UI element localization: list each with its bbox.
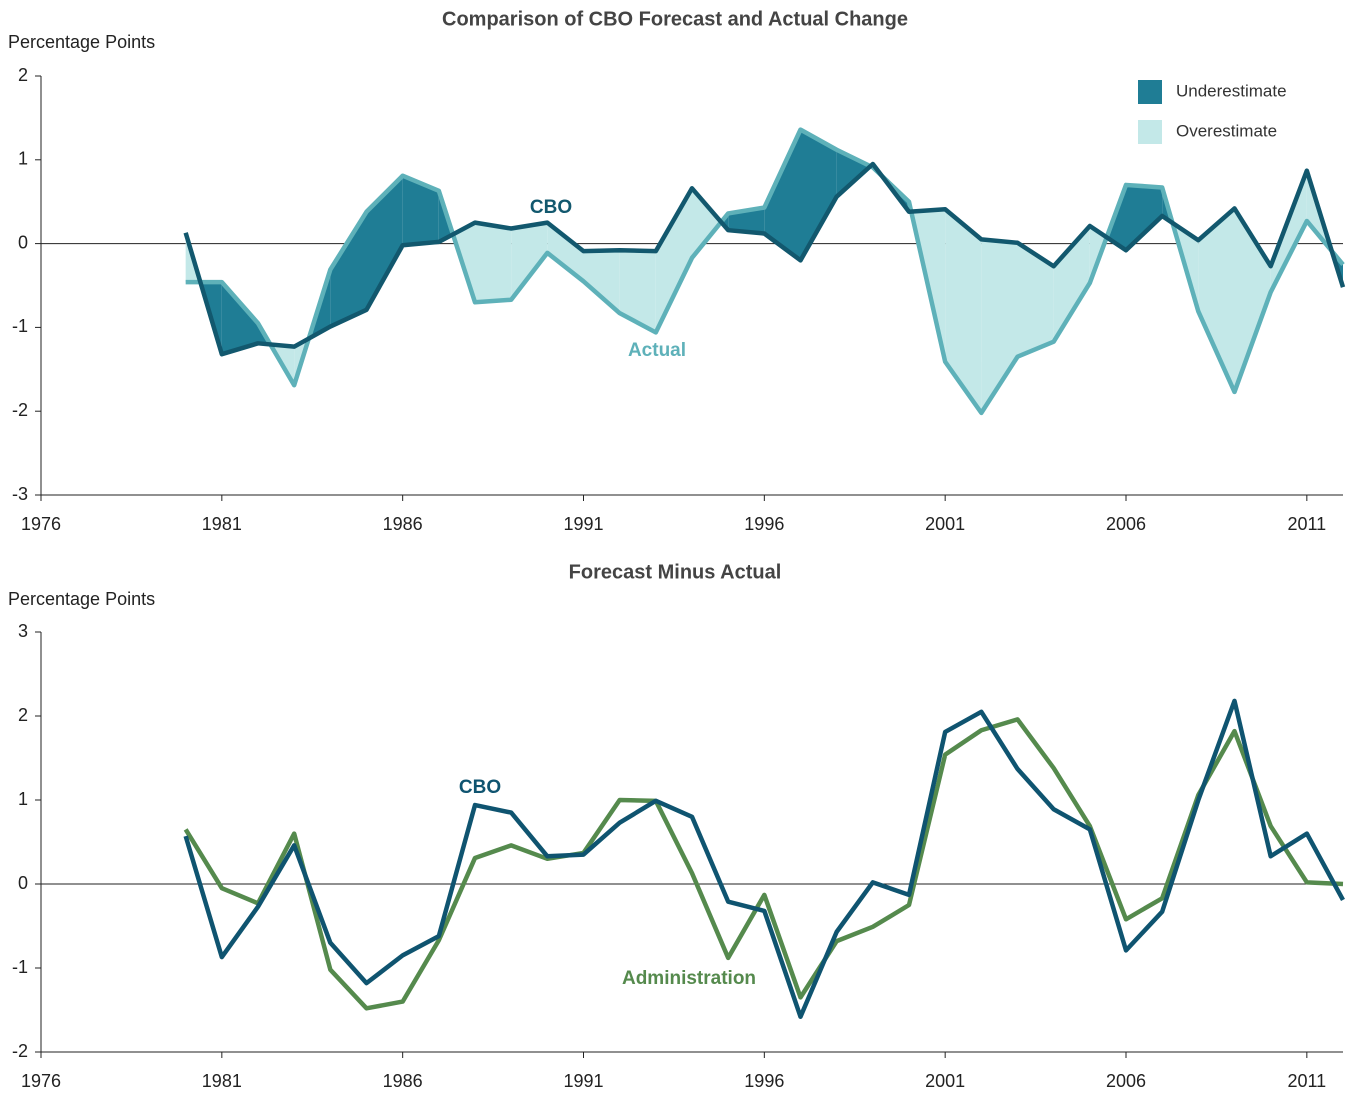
gap-fill — [764, 129, 801, 261]
series-label: Actual — [628, 340, 686, 361]
y-tick-label: 3 — [18, 621, 28, 641]
legend-swatch — [1138, 120, 1162, 144]
gap-fill — [547, 222, 584, 282]
y-axis-label: Percentage Points — [8, 589, 155, 609]
x-tick-label: 1981 — [202, 1071, 242, 1091]
chart-title: Forecast Minus Actual — [569, 561, 782, 583]
x-tick-label: 2011 — [1287, 1071, 1326, 1091]
y-tick-label: -2 — [12, 1041, 28, 1061]
series-label: CBO — [459, 777, 501, 798]
x-tick-label: 2001 — [925, 1071, 965, 1091]
y-tick-label: -3 — [12, 484, 28, 504]
gap-fill — [945, 209, 982, 413]
y-tick-label: 2 — [18, 65, 28, 85]
y-tick-label: -1 — [12, 316, 28, 336]
y-tick-label: -1 — [12, 957, 28, 977]
series-line — [185, 127, 1345, 416]
gap-fill — [800, 129, 837, 261]
gap-fill — [1017, 242, 1054, 357]
x-tick-label: 1986 — [383, 514, 423, 534]
y-axis-label: Percentage Points — [8, 32, 155, 52]
gap-fill — [511, 222, 548, 300]
y-tick-label: 0 — [18, 232, 28, 252]
gap-fill — [1270, 170, 1307, 293]
x-tick-label: 1991 — [563, 1071, 603, 1091]
gap-fill — [330, 211, 367, 327]
x-tick-label: 1976 — [21, 514, 61, 534]
series-line — [183, 698, 1345, 1019]
legend-label: Underestimate — [1176, 81, 1287, 100]
x-tick-label: 1981 — [202, 514, 242, 534]
series-label: Administration — [622, 968, 756, 989]
gap-fill — [655, 188, 692, 333]
series-label: CBO — [530, 197, 572, 218]
gap-fill — [402, 175, 439, 246]
series-line — [183, 161, 1346, 357]
gap-fill — [1198, 208, 1235, 392]
x-tick-label: 1986 — [383, 1071, 423, 1091]
series-line — [183, 717, 1344, 1011]
gap-fill — [221, 282, 258, 355]
gap-fill — [475, 222, 512, 303]
gap-fill — [692, 188, 722, 258]
y-tick-label: 0 — [18, 873, 28, 893]
y-tick-label: 1 — [18, 149, 28, 169]
x-tick-label: 2011 — [1287, 514, 1326, 534]
y-tick-label: 2 — [18, 705, 28, 725]
y-tick-label: -2 — [12, 400, 28, 420]
x-tick-label: 1991 — [563, 514, 603, 534]
gap-fill — [1053, 226, 1090, 342]
x-tick-label: 2006 — [1106, 514, 1146, 534]
y-tick-label: 1 — [18, 789, 28, 809]
chart-title: Comparison of CBO Forecast and Actual Ch… — [442, 8, 908, 30]
gap-fill — [836, 149, 871, 197]
gap-fill — [366, 175, 403, 310]
x-tick-label: 1996 — [744, 1071, 784, 1091]
gap-fill — [619, 250, 656, 333]
gap-fill — [1126, 184, 1163, 251]
x-tick-label: 1996 — [744, 514, 784, 534]
legend-label: Overestimate — [1176, 121, 1277, 140]
x-tick-label: 2006 — [1106, 1071, 1146, 1091]
legend-swatch — [1138, 80, 1162, 104]
x-tick-label: 1976 — [21, 1071, 61, 1091]
x-tick-label: 2001 — [925, 514, 965, 534]
gap-fill — [583, 250, 620, 314]
